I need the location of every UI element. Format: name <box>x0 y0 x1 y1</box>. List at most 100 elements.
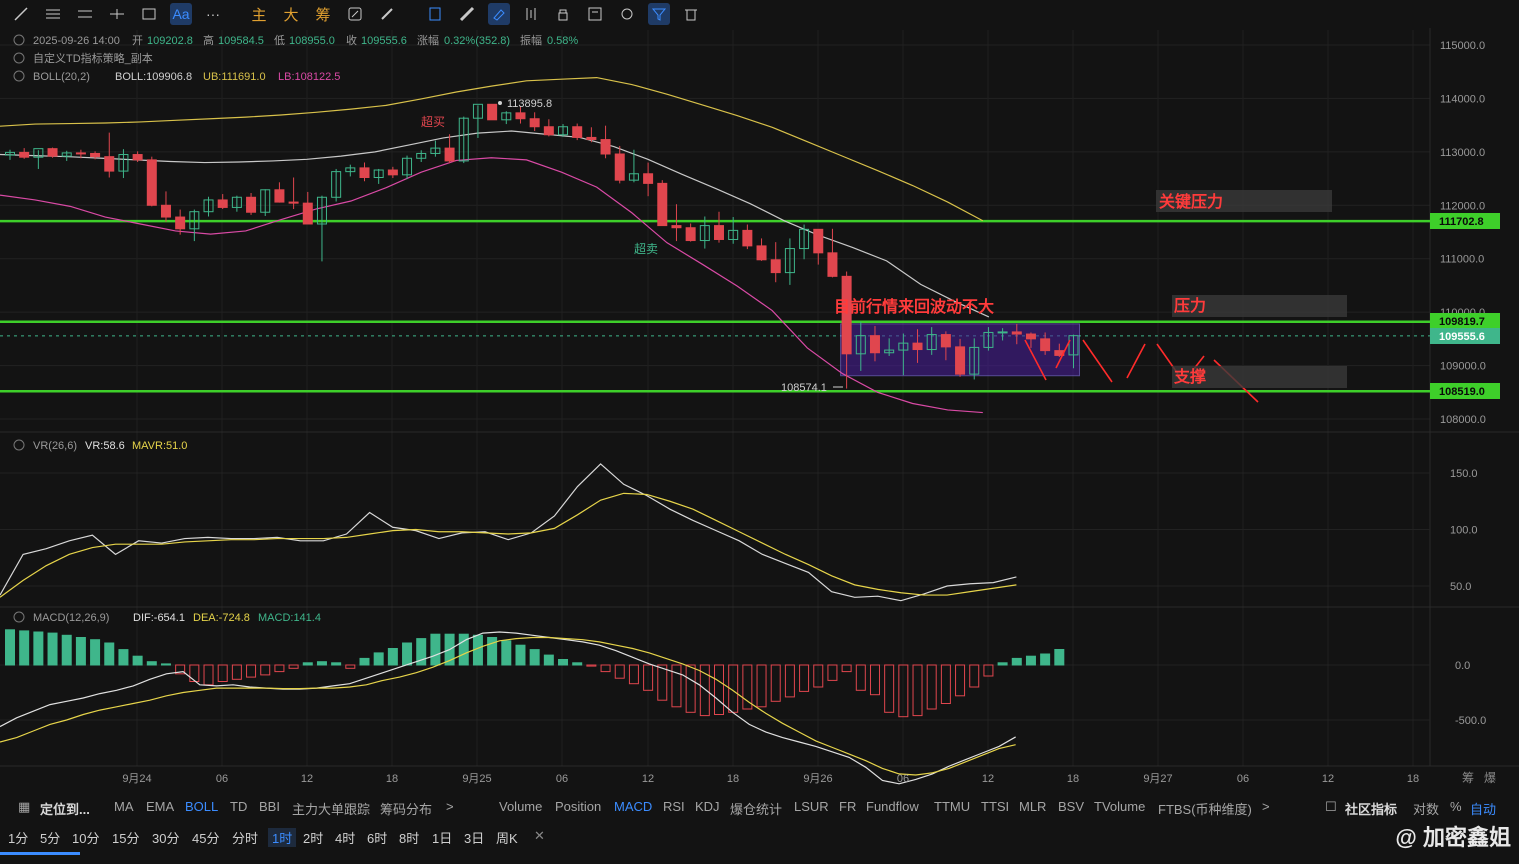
drawn-arrow <box>1126 343 1146 379</box>
sub-fundflow[interactable]: Fundflow <box>866 799 919 814</box>
collapse-icon[interactable] <box>13 611 25 623</box>
more-icon[interactable]: ··· <box>206 6 220 22</box>
collapse-icon[interactable] <box>13 70 25 82</box>
macd-histogram-bar <box>898 664 909 718</box>
toolbar-chip-button[interactable]: 筹 <box>315 6 331 24</box>
candle-body <box>331 171 342 198</box>
drawn-arrow <box>1055 339 1071 369</box>
chart-area[interactable]: 115000.0 114000.0 113000.0 112000.0 111000.0… <box>0 28 1519 794</box>
timeframe-15m[interactable]: 15分 <box>112 831 140 846</box>
macd-histogram-bar <box>997 662 1008 666</box>
filter-icon[interactable] <box>648 3 670 25</box>
sub-tvolume[interactable]: TVolume <box>1094 799 1146 814</box>
timeframe-1m[interactable]: 1分 <box>8 831 29 846</box>
rectangle-icon[interactable] <box>138 3 160 25</box>
candle-body <box>756 245 767 261</box>
timeframe-timeshare[interactable]: 分时 <box>232 831 259 846</box>
log-scale-toggle[interactable]: 对数 <box>1413 802 1440 817</box>
collapse-icon[interactable] <box>13 34 25 46</box>
line-tool-icon[interactable] <box>10 3 32 25</box>
sub-fr[interactable]: FR <box>839 799 857 814</box>
time-tick-label: 9月27 <box>1143 773 1172 785</box>
community-icon[interactable]: ☐ <box>1325 799 1337 814</box>
indicator-chip[interactable]: 筹码分布 <box>380 802 433 817</box>
macd-histogram-bar <box>118 649 129 666</box>
sub-bsv[interactable]: BSV <box>1058 799 1085 814</box>
horizontal-lines-icon[interactable] <box>42 3 64 25</box>
macd-histogram-bar <box>458 633 469 666</box>
timeframe-10m[interactable]: 10分 <box>72 831 100 846</box>
indicator-boll[interactable]: BOLL <box>185 799 219 814</box>
candle-body <box>1025 333 1036 340</box>
copy-icon[interactable] <box>424 3 446 25</box>
sub-rsi[interactable]: RSI <box>663 799 685 814</box>
timeframe-30m[interactable]: 30分 <box>152 831 180 846</box>
candle-body <box>132 154 143 161</box>
sub-ttsi[interactable]: TTSI <box>981 799 1010 814</box>
edit-drawing-icon[interactable] <box>344 3 366 25</box>
key-resistance-box <box>1156 190 1332 212</box>
sub-kdj[interactable]: KDJ <box>695 799 720 814</box>
sub-macd[interactable]: MACD <box>614 799 653 814</box>
magnet-icon[interactable] <box>488 3 510 25</box>
timeframe-5m[interactable]: 5分 <box>40 831 61 846</box>
macd-histogram-bar <box>217 664 228 682</box>
locate-icon[interactable]: ▦ <box>18 799 31 814</box>
sub-liquidation[interactable]: 爆仓统计 <box>730 802 783 817</box>
drawn-arrow <box>1082 339 1113 383</box>
candle-body <box>75 152 86 155</box>
candle-body <box>926 334 937 351</box>
collapse-icon[interactable] <box>13 52 25 64</box>
macd-histogram-bar <box>614 664 625 679</box>
indicator-ma[interactable]: MA <box>114 799 134 814</box>
timeframe-45m[interactable]: 45分 <box>192 831 220 846</box>
timeframe-4h[interactable]: 4时 <box>335 831 356 846</box>
indicator-td[interactable]: TD <box>230 799 248 814</box>
macd-histogram-bar <box>912 664 923 717</box>
macd-histogram-bar <box>416 638 427 666</box>
indicator-ema[interactable]: EMA <box>146 799 175 814</box>
indicator-main-order[interactable]: 主力大单跟踪 <box>292 802 371 817</box>
locate-button[interactable]: 定位到... <box>40 802 90 817</box>
sub-lsur[interactable]: LSUR <box>794 799 829 814</box>
more-main-indicators[interactable]: > <box>446 799 454 814</box>
sub-ftbs[interactable]: FTBS(币种维度) <box>1158 802 1252 817</box>
collapse-icon[interactable] <box>13 439 25 451</box>
more-sub-indicators[interactable]: > <box>1262 799 1270 814</box>
sub-volume[interactable]: Volume <box>499 799 543 814</box>
parallel-lines-icon[interactable] <box>74 3 96 25</box>
macd-histogram-bar <box>926 664 937 710</box>
toolbar-big-button[interactable]: 大 <box>283 6 299 24</box>
candle-body <box>614 153 625 181</box>
sub-mlr[interactable]: MLR <box>1019 799 1047 814</box>
timeframe-2h[interactable]: 2时 <box>303 831 324 846</box>
low-marker-label: 108574.1 <box>781 382 827 394</box>
eraser-icon[interactable] <box>616 3 638 25</box>
close-icon[interactable]: ✕ <box>534 828 545 843</box>
community-indicators[interactable]: 社区指标 <box>1345 802 1398 817</box>
toolbar-main-button[interactable]: 主 <box>251 6 267 24</box>
percent-scale-toggle[interactable]: % <box>1450 799 1462 814</box>
sub-ttmu[interactable]: TTMU <box>934 799 971 814</box>
cross-line-icon[interactable] <box>106 3 128 25</box>
macd-histogram-bar <box>742 664 753 710</box>
timeframe-1d[interactable]: 1日 <box>432 831 453 846</box>
ruler-icon[interactable] <box>456 3 478 25</box>
template-icon[interactable] <box>584 3 606 25</box>
sub-position[interactable]: Position <box>555 799 602 814</box>
timeframe-1h[interactable]: 1时 <box>268 828 297 847</box>
brush-icon[interactable] <box>376 3 398 25</box>
timeframe-8h[interactable]: 8时 <box>399 831 420 846</box>
indicator-bbi[interactable]: BBI <box>259 799 280 814</box>
macd-histogram-bar <box>175 664 186 675</box>
dif-value: DIF:-654.1 <box>133 612 185 624</box>
trash-icon[interactable] <box>680 3 702 25</box>
lock-icon[interactable] <box>552 3 574 25</box>
timeframe-week[interactable]: 周K <box>496 831 518 846</box>
auto-scale-toggle[interactable]: 自动 <box>1470 802 1497 817</box>
timeframe-3d[interactable]: 3日 <box>464 831 485 846</box>
indicator-bars-icon[interactable] <box>520 3 542 25</box>
timeframe-6h[interactable]: 6时 <box>367 831 388 846</box>
right-tools[interactable]: 筹 爆 <box>1462 771 1496 785</box>
text-tool-icon[interactable]: Aa <box>170 3 192 25</box>
